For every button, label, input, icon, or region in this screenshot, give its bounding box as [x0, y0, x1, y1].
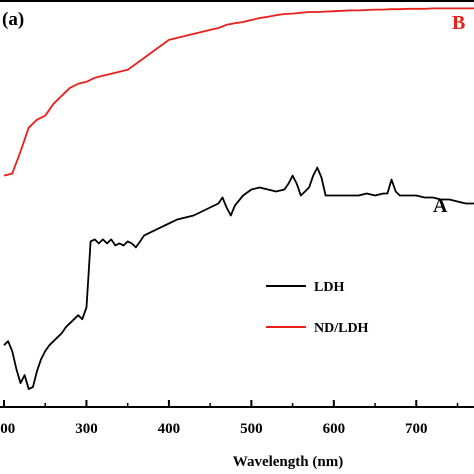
- series-line-nd-ldh: [3, 7, 474, 177]
- x-tick-label: 500: [240, 421, 263, 437]
- x-tick-label: 700: [405, 421, 428, 437]
- curves: [3, 7, 474, 390]
- curve-tag-b: B: [452, 12, 465, 34]
- curve-tags: AB: [433, 12, 465, 217]
- legend-label-b: ND/LDH: [314, 321, 369, 336]
- x-axis-ticks: 200 300 400 500 600 700: [0, 400, 459, 437]
- plot-frame: [0, 0, 474, 408]
- series-line-ldh: [3, 166, 474, 390]
- x-axis-title: Wavelength (nm): [233, 454, 343, 470]
- legend-label-a: LDH: [314, 280, 344, 295]
- x-tick-label: 400: [158, 421, 181, 437]
- panel-label: (a): [2, 9, 24, 30]
- x-tick-label: 600: [323, 421, 346, 437]
- x-tick-label: 200: [0, 421, 15, 437]
- x-tick-label: 300: [75, 421, 98, 437]
- legend: LDH ND/LDH: [266, 280, 369, 336]
- curve-tag-a: A: [433, 195, 448, 217]
